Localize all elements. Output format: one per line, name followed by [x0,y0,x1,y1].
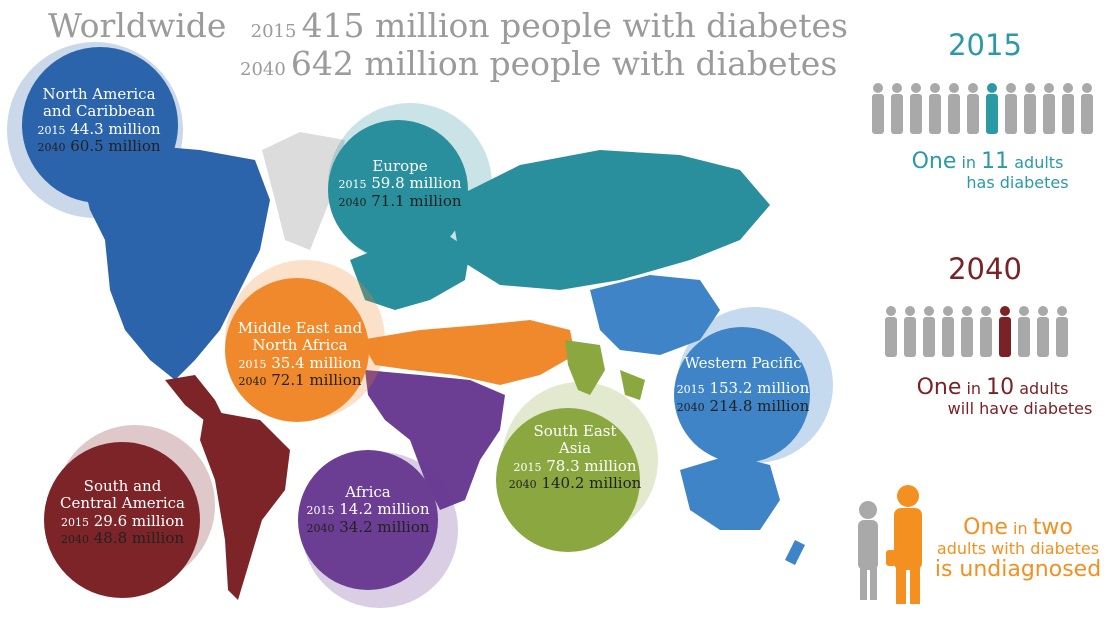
header-value-2015: 415 million people with diabetes [301,6,848,45]
stat-2015: One in 11 adults has diabetes [911,149,1069,193]
mena-label: Middle East and North Africa 2015 35.4 m… [237,319,363,389]
person-figure [886,306,896,316]
person-figure [1082,83,1092,93]
south-central-america-label: South and Central America 2015 29.6 mill… [60,477,185,547]
africa-land [365,370,505,510]
person-figure [986,94,998,134]
person-figure [924,306,934,316]
north-america-label: North America and Caribbean 2015 44.3 mi… [37,85,161,155]
person-figure [910,94,922,134]
person-figure [1019,306,1029,316]
person-figure [1063,83,1073,93]
people-2040-icon [885,306,1068,357]
person-figure [948,94,960,134]
side-title-2040: 2040 [948,252,1022,286]
person-figure [929,94,941,134]
person-figure [872,94,884,134]
person-figure [911,83,921,93]
person-figure [873,83,883,93]
header-year-2015: 2015 [250,21,297,42]
south-east-asia-bubble [496,408,640,552]
side-title-2015: 2015 [948,28,1022,62]
person-figure [1056,317,1068,357]
person-figure [1062,94,1074,134]
person-figure [1018,317,1030,357]
se-asia-land [620,370,645,400]
person-figure [961,317,973,357]
person-figure [885,317,897,357]
person-figure [942,317,954,357]
person-figure [1005,94,1017,134]
australia-land [680,455,780,530]
africa-bubble [298,450,438,590]
header-line-2015: Worldwide 2015 415 million people with d… [48,6,848,45]
south-asia-land [565,340,605,395]
header-line-2040: 2040 642 million people with diabetes [240,44,837,83]
person-figure [949,83,959,93]
people-2015-icon [872,83,1093,134]
stat-undiagnosed: One in two adults with diabetes is undia… [934,515,1102,582]
person-figure [962,306,972,316]
header-value-2040: 642 million people with diabetes [290,44,838,83]
africa-label: Africa 2015 14.2 million 2040 34.2 milli… [306,483,430,536]
person-figure [891,94,903,134]
south-central-america-bubble [44,442,200,598]
person-figure [968,83,978,93]
new-zealand-land [785,540,805,565]
south-east-asia-label: South East Asia 2015 78.3 million 2040 1… [508,422,642,492]
person-figure [943,306,953,316]
north-america-land [80,145,270,380]
person-figure [1000,306,1010,316]
western-pacific-label: Western Pacific 2015 153.2 million 2040 … [676,354,810,415]
greenland-land [262,132,345,250]
north-america-bubble [22,47,178,203]
mena-bubble [225,278,369,422]
person-figure [1044,83,1054,93]
person-figure [1037,317,1049,357]
header-year-2040: 2040 [240,59,286,80]
person-figure [1038,306,1048,316]
person-figure [905,306,915,316]
east-asia-land [590,275,720,355]
person-figure [892,83,902,93]
undiagnosed-people-icon [858,485,922,604]
person-figure [981,306,991,316]
person-figure [987,83,997,93]
person-figure [999,317,1011,357]
person-figure [904,317,916,357]
south-america-land [200,410,290,600]
europe-label: Europe 2015 59.8 million 2040 71.1 milli… [338,157,462,210]
stat-2040: One in 10 adults will have diabetes [916,375,1093,419]
russia-land [450,150,770,290]
worldwide-label: Worldwide [48,6,227,45]
person-figure [1006,83,1016,93]
europe-bubble [328,120,468,260]
person-figure [923,317,935,357]
person-figure [1043,94,1055,134]
person-figure [1025,83,1035,93]
person-figure [1024,94,1036,134]
person-figure [1081,94,1093,134]
mena-land [360,320,575,385]
western-pacific-bubble [674,327,810,463]
person-figure [930,83,940,93]
person-figure [1057,306,1067,316]
person-figure [980,317,992,357]
person-figure [967,94,979,134]
